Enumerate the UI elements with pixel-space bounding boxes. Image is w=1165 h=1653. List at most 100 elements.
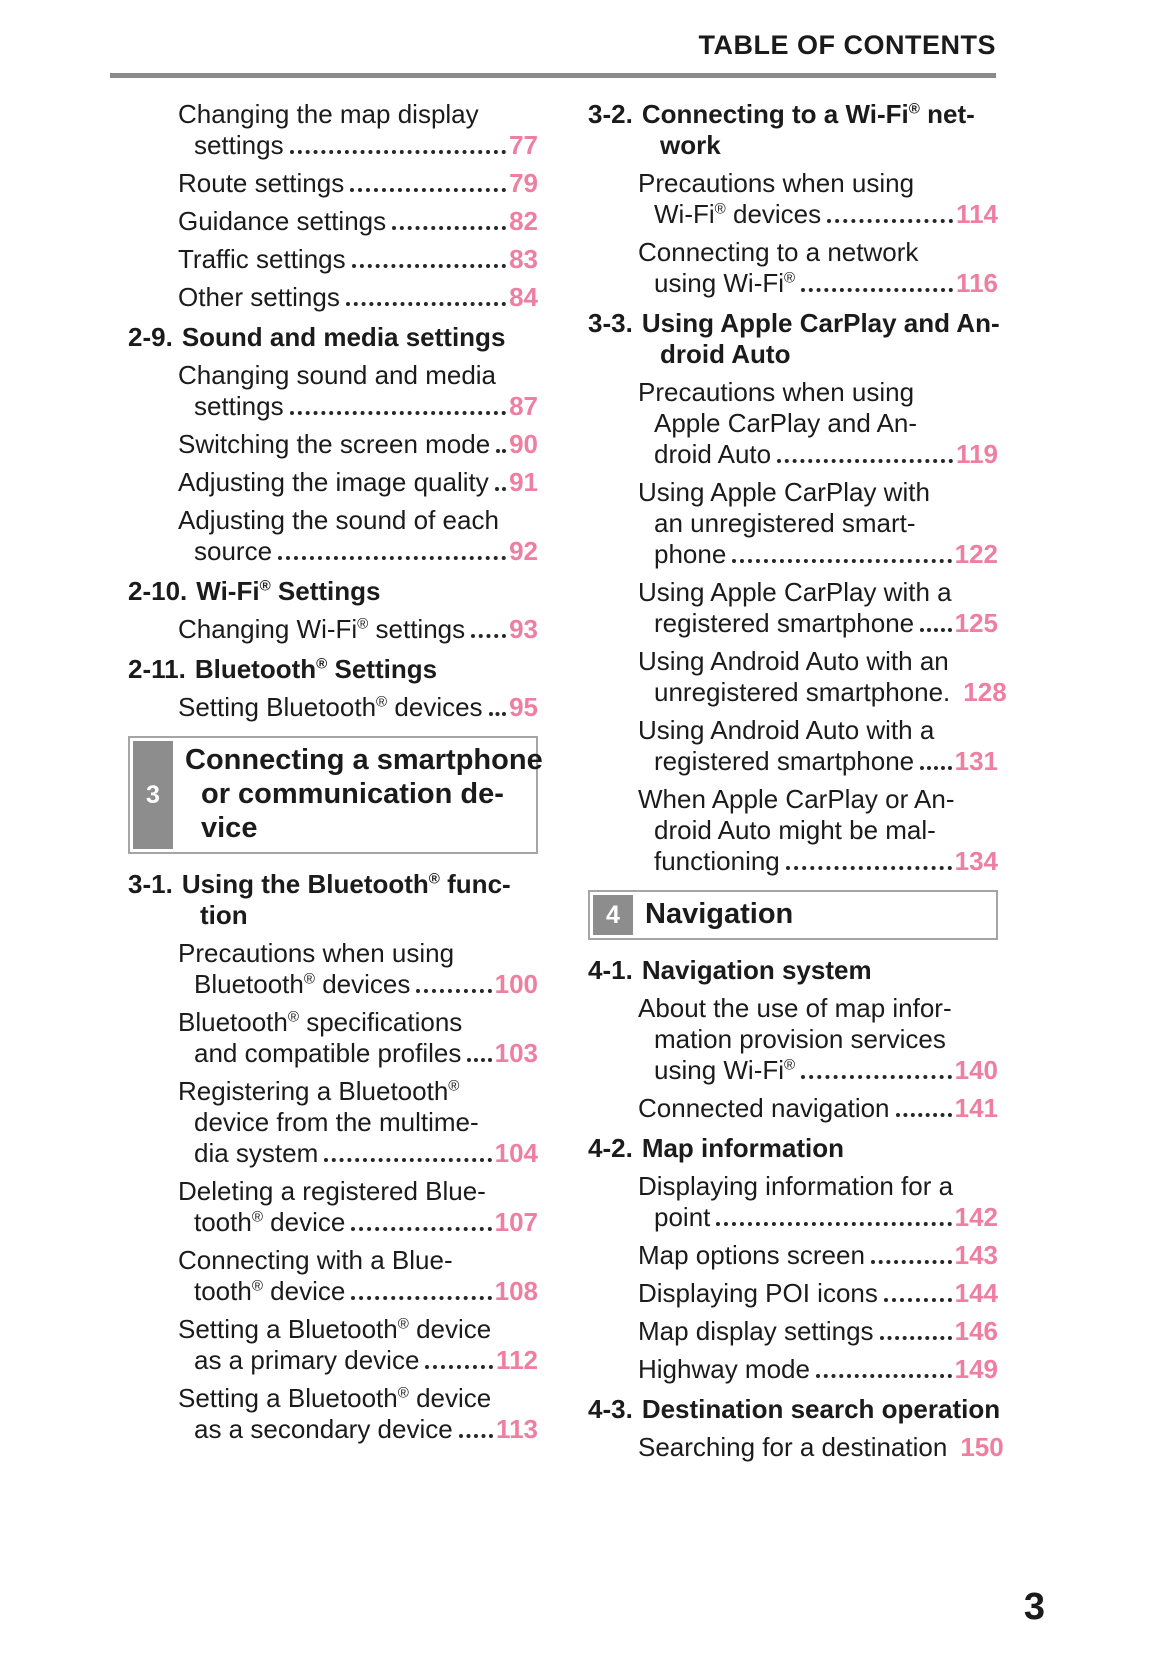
toc-entry-last-line: settings 87: [194, 391, 538, 422]
toc-entry: Changing Wi-Fi® settings 93: [128, 614, 538, 645]
toc-entry-line: Using Android Auto with an: [638, 646, 949, 676]
section-number: 3-1.: [128, 869, 173, 899]
toc-entry-last-line: registered smartphone 125: [654, 608, 998, 639]
toc-entry-text: as a secondary device: [194, 1414, 453, 1444]
toc-entry-text: Bluetooth® devices: [194, 969, 411, 999]
toc-entry-text: as a primary device: [194, 1345, 420, 1375]
toc-entry-last-line: Traffic settings 83: [178, 244, 538, 275]
toc-entry-last-line: as a secondary device 113: [194, 1414, 538, 1445]
toc-entry-last-line: Map display settings 146: [638, 1316, 998, 1347]
toc-entry-text: Map display settings: [638, 1316, 874, 1346]
chapter-box: 4 Navigation: [588, 890, 998, 940]
chapter-box: 3 Connecting a smartphone or communication…: [128, 736, 543, 854]
toc-entry-last-line: tooth® device 108: [194, 1276, 538, 1307]
section-heading-line: 3-2. Connecting to a Wi-Fi® net-: [588, 99, 998, 130]
toc-entry-line: Using Apple CarPlay with a: [638, 577, 952, 607]
toc-page-number: 93: [509, 614, 538, 644]
toc-entry-last-line: Route settings 79: [178, 168, 538, 199]
registered-trademark-symbol: ®: [714, 200, 726, 218]
dot-leader: [351, 1296, 492, 1300]
toc-entry-text: Highway mode: [638, 1354, 810, 1384]
toc-entry-text: Switching the screen mode: [178, 429, 491, 459]
toc-entry-last-line: Changing Wi-Fi® settings 93: [178, 614, 538, 645]
toc-entry: Setting Bluetooth® devices 95: [128, 692, 538, 723]
registered-trademark-symbol: ®: [784, 1056, 796, 1074]
registered-trademark-symbol: ®: [784, 269, 796, 287]
toc-entry-last-line: Adjusting the image quality 91: [178, 467, 538, 498]
dot-leader: [883, 1298, 952, 1302]
toc-entry-last-line: using Wi-Fi® 140: [654, 1055, 998, 1086]
toc-page-number: 104: [494, 1138, 538, 1168]
toc-entry-text: Route settings: [178, 168, 345, 198]
toc-entry: Guidance settings 82: [128, 206, 538, 237]
toc-entry: Searching for a destination 150: [588, 1432, 1004, 1463]
toc-entry-last-line: Other settings 84: [178, 282, 538, 313]
chapter-number: 3: [146, 780, 160, 809]
section-number: 2-10.: [128, 576, 188, 606]
toc-entry-last-line: functioning 134: [654, 846, 998, 877]
chapter-number: 4: [606, 900, 620, 929]
toc-entry-line: Changing sound and media: [178, 360, 497, 390]
dot-leader: [815, 1374, 952, 1378]
toc-entry-text: Map options screen: [638, 1240, 865, 1270]
toc-section-heading: 4-2. Map information: [588, 1133, 998, 1164]
toc-page-number: 131: [954, 746, 998, 776]
toc-page-number: 82: [509, 206, 538, 236]
toc-entry-text: Changing Wi-Fi® settings: [178, 614, 466, 644]
toc-entry-last-line: and compatible profiles 103: [194, 1038, 538, 1069]
section-number: 4-1.: [588, 955, 633, 985]
toc-entry-last-line: droid Auto 119: [654, 439, 998, 470]
dot-leader: [777, 459, 954, 463]
toc-entry-line: Adjusting the sound of each: [178, 505, 499, 535]
toc-entry-line: Using Android Auto with a: [638, 715, 935, 745]
toc-entry-text: Searching for a destination: [638, 1432, 948, 1462]
toc-entry-line: Registering a Bluetooth®: [178, 1076, 460, 1106]
toc-page-number: 146: [954, 1316, 998, 1346]
section-heading-line: 2-11. Bluetooth® Settings: [128, 654, 538, 685]
toc-section-heading: 4-1. Navigation system: [588, 955, 998, 986]
dot-leader: [895, 1113, 952, 1117]
toc-entry-text: point: [654, 1202, 711, 1232]
toc-entry-text: and compatible profiles: [194, 1038, 462, 1068]
section-title: Navigation system: [641, 955, 872, 985]
toc-entry: Changing the map display settings 77: [128, 99, 538, 161]
footer-page-number: 3: [1023, 1586, 1045, 1628]
toc-entry-line: When Apple CarPlay or An-: [638, 784, 955, 814]
toc-entry-last-line: registered smartphone 131: [654, 746, 998, 777]
toc-page-number: 77: [509, 130, 538, 160]
toc-page-number: 134: [954, 846, 998, 876]
header-rule: [110, 73, 996, 78]
chapter-number-tab: 4: [593, 895, 633, 935]
dot-leader: [488, 712, 507, 716]
section-heading-line: 4-3. Destination search operation: [588, 1394, 1000, 1425]
section-heading-line: 2-9. Sound and media settings: [128, 322, 538, 353]
registered-trademark-symbol: ®: [251, 1208, 263, 1226]
dot-leader: [496, 449, 507, 453]
toc-entry-line: About the use of map infor-: [638, 993, 952, 1023]
toc-page-number: 83: [509, 244, 538, 274]
section-number: 2-11.: [128, 654, 186, 684]
toc-entry: Deleting a registered Blue-tooth® device…: [128, 1176, 538, 1238]
toc-entry-line: Displaying information for a: [638, 1171, 954, 1201]
dot-leader: [351, 264, 507, 268]
toc-page-number: 112: [496, 1345, 538, 1375]
toc-entry-line: Setting a Bluetooth® device: [178, 1314, 492, 1344]
toc-entry-text: registered smartphone: [654, 608, 915, 638]
toc-entry: Setting a Bluetooth® device as a secondar…: [128, 1383, 538, 1445]
toc-entry-last-line: Guidance settings 82: [178, 206, 538, 237]
toc-entry-last-line: unregistered smartphone. 128: [654, 677, 1007, 708]
toc-entry: Changing sound and media settings 87: [128, 360, 538, 422]
registered-trademark-symbol: ®: [397, 1384, 409, 1402]
toc-page-number: 95: [509, 692, 538, 722]
toc-entry-text: using Wi-Fi®: [654, 1055, 796, 1085]
dot-leader: [879, 1336, 952, 1340]
section-heading-line: work: [660, 130, 721, 160]
toc-entry: Precautions when using Bluetooth® devices…: [128, 938, 538, 1000]
toc-entry: Traffic settings 83: [128, 244, 538, 275]
toc-entry-last-line: Switching the screen mode 90: [178, 429, 538, 460]
dot-leader: [716, 1222, 952, 1226]
registered-trademark-symbol: ®: [251, 1277, 263, 1295]
toc-page-number: 108: [494, 1276, 538, 1306]
toc-page-number: 144: [954, 1278, 998, 1308]
